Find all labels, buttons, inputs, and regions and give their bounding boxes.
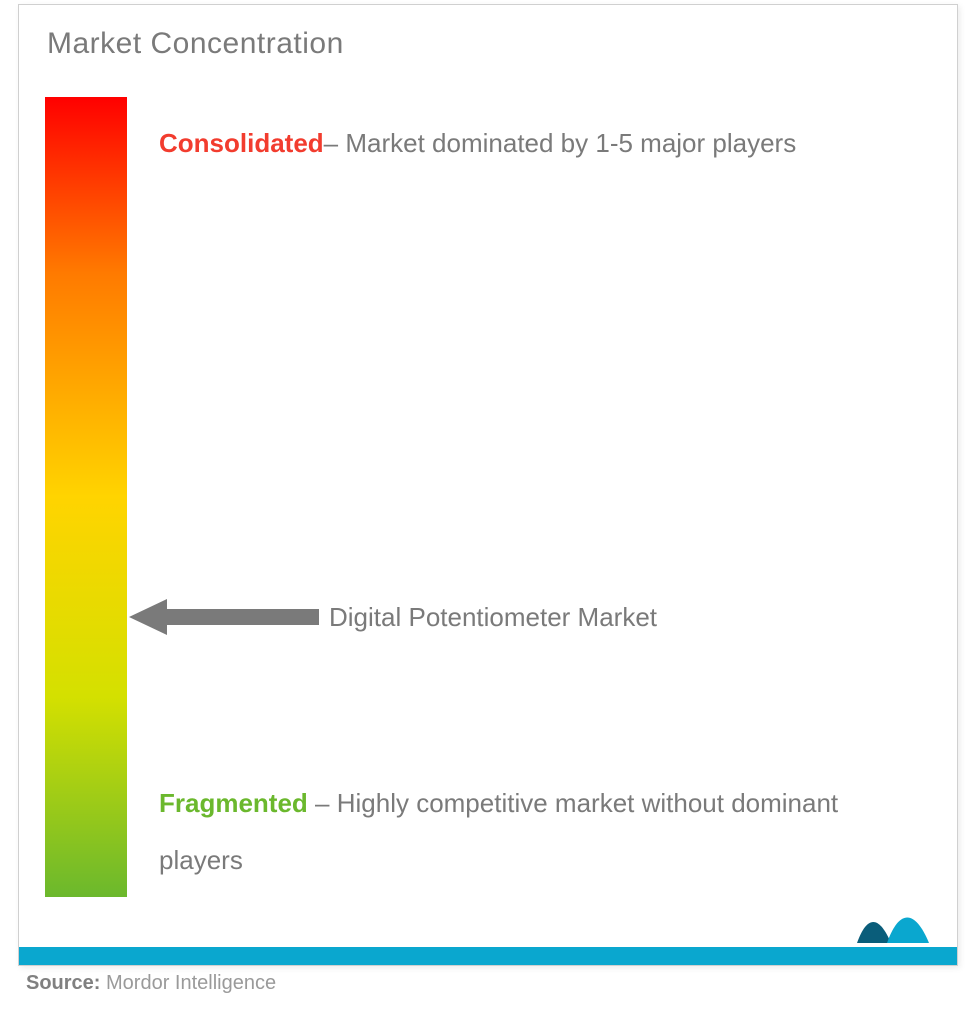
market-pointer: Digital Potentiometer Market [129,595,657,639]
infographic-card: Market Concentration Consolidated– Marke… [18,4,958,966]
consolidated-description: Consolidated– Market dominated by 1-5 ma… [159,115,919,172]
fragmented-description: Fragmented – Highly competitive market w… [159,775,929,889]
arrow-left-icon [129,595,319,639]
pointer-label: Digital Potentiometer Market [329,602,657,633]
concentration-gradient-bar [45,97,127,897]
consolidated-keyword: Consolidated [159,128,324,158]
consolidated-text: – Market dominated by 1-5 major players [324,128,797,158]
footer-accent-bar [19,947,957,965]
source-value: Mordor Intelligence [100,972,276,994]
source-attribution: Source: Mordor Intelligence [26,972,276,995]
source-label: Source: [26,972,100,994]
chart-title: Market Concentration [47,27,344,61]
fragmented-keyword: Fragmented [159,788,308,818]
mordor-logo-icon [857,903,935,943]
